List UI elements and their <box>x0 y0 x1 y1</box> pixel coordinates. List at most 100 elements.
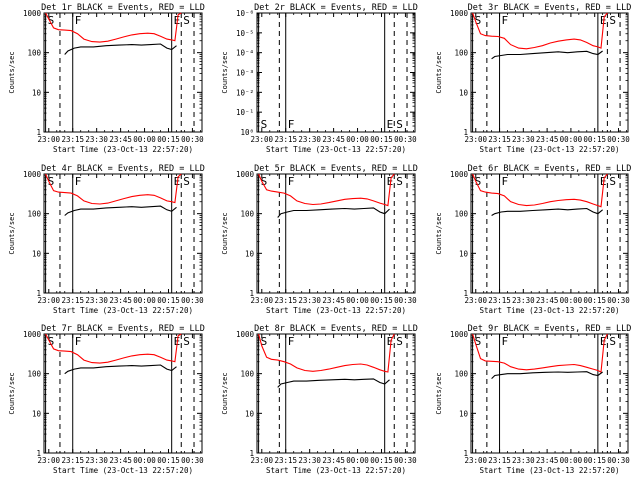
x-tick-label: 23:30 <box>298 456 321 465</box>
event-marker-label: E <box>600 175 607 188</box>
event-marker-label: S <box>396 175 403 188</box>
x-tick-label: 00:15 <box>583 456 606 465</box>
event-marker-label: E <box>600 14 607 27</box>
x-tick-label: 23:45 <box>536 456 559 465</box>
chart-title: Det 5r BLACK = Events, RED = LLD <box>254 164 418 174</box>
x-tick-label: 00:00 <box>560 456 583 465</box>
y-tick-label: 1 <box>249 449 254 458</box>
x-axis-label: Start Time (23-Oct-13 22:57:20) <box>480 145 620 154</box>
x-tick-label: 23:00 <box>464 135 487 144</box>
x-tick-label: 00:15 <box>370 296 393 305</box>
event-marker-label: S <box>261 175 268 188</box>
event-marker-label: S <box>183 335 190 348</box>
events-series-line <box>64 205 177 216</box>
x-tick-label: 23:30 <box>512 296 535 305</box>
x-tick-label: 23:00 <box>464 296 487 305</box>
y-tick-label: 10 <box>459 409 469 418</box>
y-tick-label: 10 <box>245 409 255 418</box>
event-marker-label: F <box>502 335 509 348</box>
x-tick-label: 00:30 <box>181 135 204 144</box>
chart-title: Det 4r BLACK = Events, RED = LLD <box>41 164 205 174</box>
y-tick-label: 10⁻⁶ <box>236 9 254 18</box>
x-tick-label: 23:30 <box>85 456 108 465</box>
event-marker-label: S <box>183 175 190 188</box>
y-tick-label: 10 <box>459 88 469 97</box>
x-axis-label: Start Time (23-Oct-13 22:57:20) <box>480 466 620 475</box>
x-tick-label: 00:30 <box>181 456 204 465</box>
x-tick-label: 00:15 <box>157 135 180 144</box>
chart-title: Det 3r BLACK = Events, RED = LLD <box>468 3 632 13</box>
x-tick-label: 23:15 <box>274 296 297 305</box>
y-tick-label: 1000 <box>236 330 255 339</box>
plot-frame <box>470 12 629 133</box>
x-tick-label: 00:30 <box>394 456 417 465</box>
x-axis-label: Start Time (23-Oct-13 22:57:20) <box>53 306 193 315</box>
plot-frame <box>470 333 629 454</box>
y-tick-label: 100 <box>454 210 468 219</box>
y-axis-label: Counts/sec <box>8 372 16 414</box>
x-tick-label: 23:30 <box>298 135 321 144</box>
x-tick-label: 23:45 <box>109 296 132 305</box>
y-tick-label: 100 <box>240 210 254 219</box>
events-series-line <box>64 364 177 375</box>
plot-frame <box>256 12 416 133</box>
y-tick-label: 10⁻³ <box>236 69 254 78</box>
y-tick-label: 10 <box>32 249 42 258</box>
x-tick-label: 23:45 <box>109 135 132 144</box>
x-tick-label: 00:15 <box>370 135 393 144</box>
event-marker-label: F <box>288 118 295 131</box>
chart-panel-9: Det 9r BLACK = Events, RED = LLD 1 10 100 10… <box>435 324 631 475</box>
event-marker-label: F <box>502 14 509 27</box>
chart-panel-4: Det 4r BLACK = Events, RED = LLD 1 10 100 10… <box>8 164 205 315</box>
y-axis-label: Counts/sec <box>435 372 443 414</box>
x-tick-label: 00:30 <box>394 296 417 305</box>
x-tick-label: 23:00 <box>37 135 60 144</box>
event-marker-label: S <box>475 335 482 348</box>
x-tick-label: 00:30 <box>607 296 630 305</box>
lld-series-line <box>258 173 395 207</box>
y-axis-label: Counts/sec <box>221 51 229 93</box>
event-marker-label: F <box>502 175 509 188</box>
x-tick-label: 23:15 <box>488 456 511 465</box>
event-marker-label: F <box>75 175 82 188</box>
y-tick-label: 10⁻² <box>236 88 254 97</box>
lld-series-line <box>45 333 182 364</box>
x-tick-label: 23:00 <box>37 456 60 465</box>
event-marker-label: E <box>387 118 394 131</box>
chart-panel-1: Det 1r BLACK = Events, RED = LLD 1 10 100 10… <box>8 3 205 154</box>
y-axis-label: Counts/sec <box>435 212 443 254</box>
x-axis-label: Start Time (23-Oct-13 22:57:20) <box>480 306 620 315</box>
y-tick-label: 10 <box>32 88 42 97</box>
x-tick-label: 23:15 <box>274 135 297 144</box>
x-tick-label: 00:30 <box>394 135 417 144</box>
x-tick-label: 00:00 <box>346 135 369 144</box>
x-tick-label: 23:45 <box>109 456 132 465</box>
y-tick-label: 1 <box>36 128 41 137</box>
y-axis-label: Counts/sec <box>221 212 229 254</box>
y-tick-label: 10⁰ <box>240 128 254 137</box>
y-tick-label: 1000 <box>450 170 469 179</box>
event-marker-label: E <box>387 175 394 188</box>
chart-title: Det 1r BLACK = Events, RED = LLD <box>41 3 205 13</box>
x-tick-label: 23:30 <box>85 135 108 144</box>
x-tick-label: 23:30 <box>85 296 108 305</box>
x-tick-label: 23:30 <box>298 296 321 305</box>
event-marker-label: S <box>261 118 268 131</box>
x-tick-label: 00:30 <box>607 135 630 144</box>
events-series-line <box>64 43 177 55</box>
x-tick-label: 23:00 <box>250 456 273 465</box>
event-marker-label: S <box>48 335 55 348</box>
chart-panel-3: Det 3r BLACK = Events, RED = LLD 1 10 100 10… <box>435 3 631 154</box>
x-tick-label: 23:15 <box>274 456 297 465</box>
chart-title: Det 6r BLACK = Events, RED = LLD <box>468 164 632 174</box>
y-tick-label: 100 <box>27 370 41 379</box>
events-series-line <box>277 207 390 218</box>
lld-series-line <box>45 173 182 205</box>
x-tick-label: 23:30 <box>512 135 535 144</box>
y-tick-label: 1 <box>463 128 468 137</box>
chart-title: Det 9r BLACK = Events, RED = LLD <box>468 324 632 334</box>
event-marker-label: F <box>75 14 82 27</box>
x-tick-label: 00:00 <box>133 456 156 465</box>
x-tick-label: 23:45 <box>322 135 345 144</box>
